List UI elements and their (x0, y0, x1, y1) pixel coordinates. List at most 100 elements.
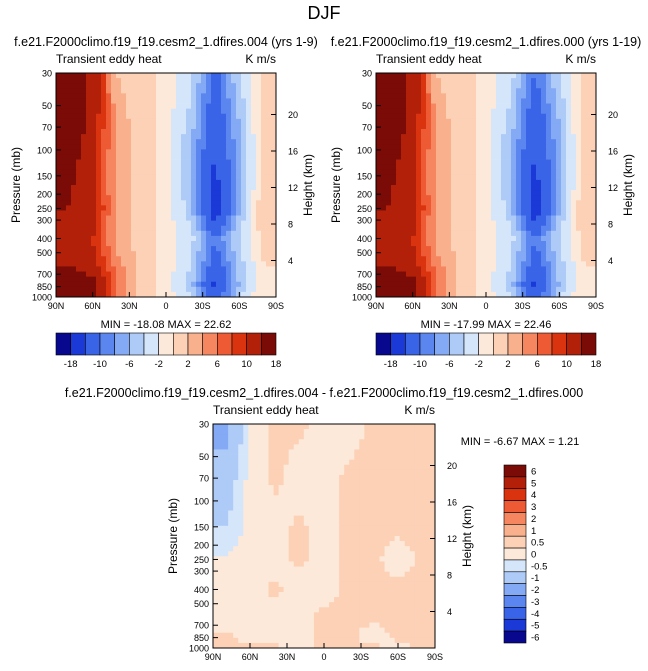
data-cell (191, 73, 197, 79)
data-cell (216, 286, 222, 293)
data-cell (436, 251, 442, 257)
data-cell (521, 291, 527, 298)
data-cell (221, 164, 227, 171)
data-cell (531, 129, 537, 135)
data-cell (536, 241, 542, 247)
data-cell (236, 103, 242, 110)
data-cell (288, 505, 295, 511)
data-cell (238, 464, 244, 471)
data-cell (416, 123, 422, 130)
data-cell (293, 485, 300, 491)
data-cell (266, 129, 272, 135)
data-cell (186, 179, 192, 186)
data-cell (426, 154, 432, 160)
data-cell (471, 98, 477, 104)
data-cell (456, 286, 462, 293)
data-cell (206, 159, 212, 166)
data-cell (233, 530, 239, 537)
data-cell (471, 241, 477, 247)
data-cell (516, 291, 522, 298)
data-cell (339, 490, 345, 496)
data-cell (56, 200, 62, 206)
data-cell (381, 225, 387, 232)
data-cell (176, 200, 182, 206)
data-cell (121, 210, 127, 216)
data-cell (268, 449, 274, 455)
data-cell (218, 464, 224, 471)
data-cell (261, 195, 267, 201)
panel-3-plot: 3050701001502002503004005007008501000201… (166, 420, 474, 663)
data-cell (71, 129, 77, 135)
data-cell (411, 220, 417, 227)
data-cell (411, 78, 417, 84)
data-cell (166, 113, 172, 120)
data-cell (71, 103, 77, 110)
data-cell (506, 185, 512, 191)
data-cell (226, 118, 232, 125)
data-cell (61, 108, 67, 115)
data-cell (223, 424, 229, 430)
data-cell (166, 276, 172, 283)
data-cell (359, 459, 365, 466)
data-cell (451, 225, 457, 232)
data-cell (146, 113, 152, 120)
data-cell (501, 266, 507, 272)
data-cell (576, 113, 582, 120)
data-cell (106, 241, 112, 247)
data-cell (546, 134, 552, 140)
data-cell (581, 134, 587, 140)
data-cell (288, 434, 295, 440)
data-cell (421, 98, 427, 104)
data-cell (261, 215, 267, 222)
data-cell (481, 103, 487, 110)
data-cell (541, 108, 547, 115)
data-cell (273, 520, 279, 527)
data-cell (506, 266, 512, 272)
data-cell (384, 449, 390, 455)
data-cell (253, 464, 259, 471)
data-cell (211, 169, 217, 176)
data-cell (166, 108, 172, 115)
data-cell (436, 174, 442, 181)
data-cell (176, 169, 182, 176)
data-cell (61, 169, 67, 176)
data-cell (381, 220, 387, 227)
data-cell (571, 134, 577, 140)
data-cell (106, 139, 112, 145)
data-cell (81, 78, 87, 84)
data-cell (171, 134, 177, 140)
data-cell (211, 103, 217, 110)
data-cell (476, 108, 482, 115)
data-cell (561, 190, 567, 196)
data-cell (241, 286, 247, 293)
data-cell (591, 88, 597, 94)
data-cell (268, 424, 274, 430)
data-cell (86, 179, 92, 186)
data-cell (431, 251, 437, 257)
data-cell (386, 230, 392, 237)
data-cell (374, 469, 380, 476)
data-cell (106, 190, 112, 196)
data-cell (581, 190, 587, 196)
data-cell (536, 200, 542, 206)
data-cell (186, 261, 192, 267)
data-cell (261, 190, 267, 196)
data-cell (471, 78, 477, 84)
data-cell (266, 149, 272, 155)
data-cell (556, 246, 562, 252)
data-cell (221, 185, 227, 191)
data-cell (71, 108, 77, 115)
data-cell (223, 474, 229, 481)
data-cell (384, 464, 390, 471)
data-cell (359, 439, 365, 445)
data-cell (491, 113, 497, 120)
data-cell (131, 256, 137, 262)
data-cell (253, 474, 259, 481)
data-cell (344, 510, 350, 517)
data-cell (441, 200, 447, 206)
data-cell (424, 490, 431, 496)
data-cell (86, 256, 92, 262)
data-cell (111, 78, 117, 84)
data-cell (81, 73, 87, 79)
data-cell (576, 129, 582, 135)
